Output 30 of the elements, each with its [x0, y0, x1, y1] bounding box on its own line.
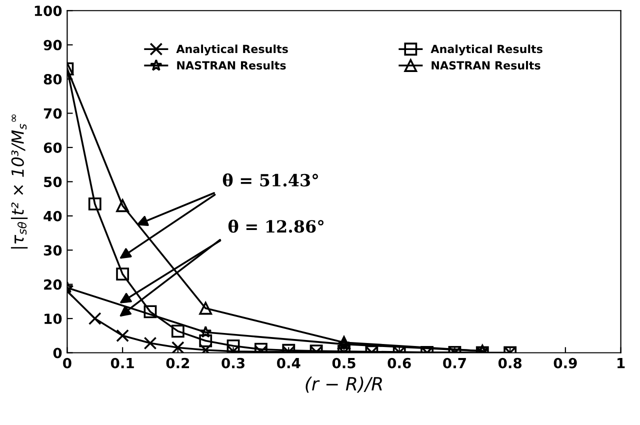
annotation: θ = 12.86°	[228, 220, 324, 233]
y-tick-label: 50	[44, 176, 62, 188]
x-tick-label: 0.7	[443, 358, 466, 368]
x-tick-label: 0.4	[277, 358, 300, 368]
y-tick-label: 0	[53, 348, 62, 358]
legend-label: NASTRAN Results	[432, 60, 540, 70]
x-tick-label: 0.6	[388, 358, 411, 368]
y-axis-title: |τ$_{sθ}$|t² × 10³/M$_{s}$$^{∞}$	[10, 114, 28, 248]
x-tick-label: 0.2	[166, 358, 190, 368]
y-tick-label: 30	[44, 245, 62, 256]
y-tick-label: 70	[44, 108, 62, 119]
x-tick-label: 0.5	[332, 358, 356, 368]
annotation: θ = 51.43°	[222, 173, 318, 187]
y-tick-label: 40	[44, 210, 62, 222]
x-tick-label: 0	[63, 358, 72, 368]
y-tick-label: 100	[34, 6, 62, 16]
x-tick-label: 0.3	[222, 358, 244, 368]
legend-label: Analytical Results	[430, 44, 542, 56]
y-tick-label: 90	[44, 40, 62, 50]
x-axis-title: (r − R)/R	[306, 376, 382, 393]
legend-label: NASTRAN Results	[177, 60, 286, 70]
x-tick-label: 1	[618, 358, 625, 368]
y-tick-label: 60	[44, 142, 62, 153]
x-tick-label: 0.8	[498, 358, 522, 368]
legend-label: Analytical Results	[176, 44, 288, 56]
y-tick-label: 80	[44, 74, 62, 85]
y-tick-label: 20	[44, 279, 62, 290]
x-tick-label: 0.1	[110, 358, 134, 368]
x-tick-label: 0.9	[554, 358, 577, 368]
y-tick-label: 10	[44, 314, 62, 324]
